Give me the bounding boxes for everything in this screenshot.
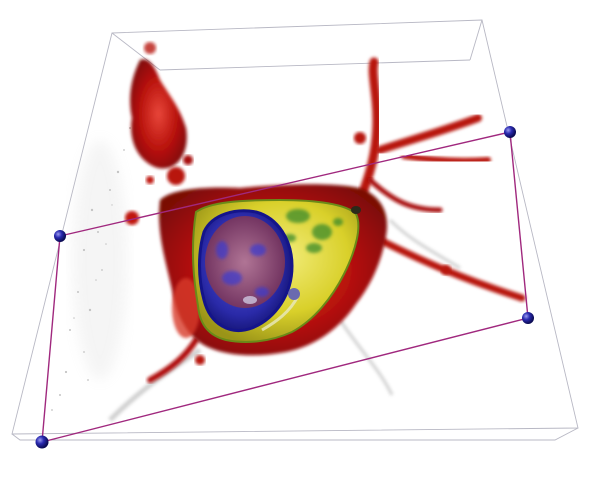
nucleolus (205, 216, 285, 308)
background-speckle (51, 109, 141, 411)
handle-top-left[interactable] (54, 230, 66, 242)
faint-processes (108, 218, 461, 422)
clip-plane[interactable] (35, 126, 535, 449)
nucleus (198, 209, 300, 332)
bounding-box-wireframe (11, 19, 579, 441)
handle-top-right[interactable] (504, 126, 516, 138)
handle-bottom-right[interactable] (522, 312, 534, 324)
handle-bottom-left[interactable] (35, 435, 49, 449)
organelles (284, 209, 343, 253)
